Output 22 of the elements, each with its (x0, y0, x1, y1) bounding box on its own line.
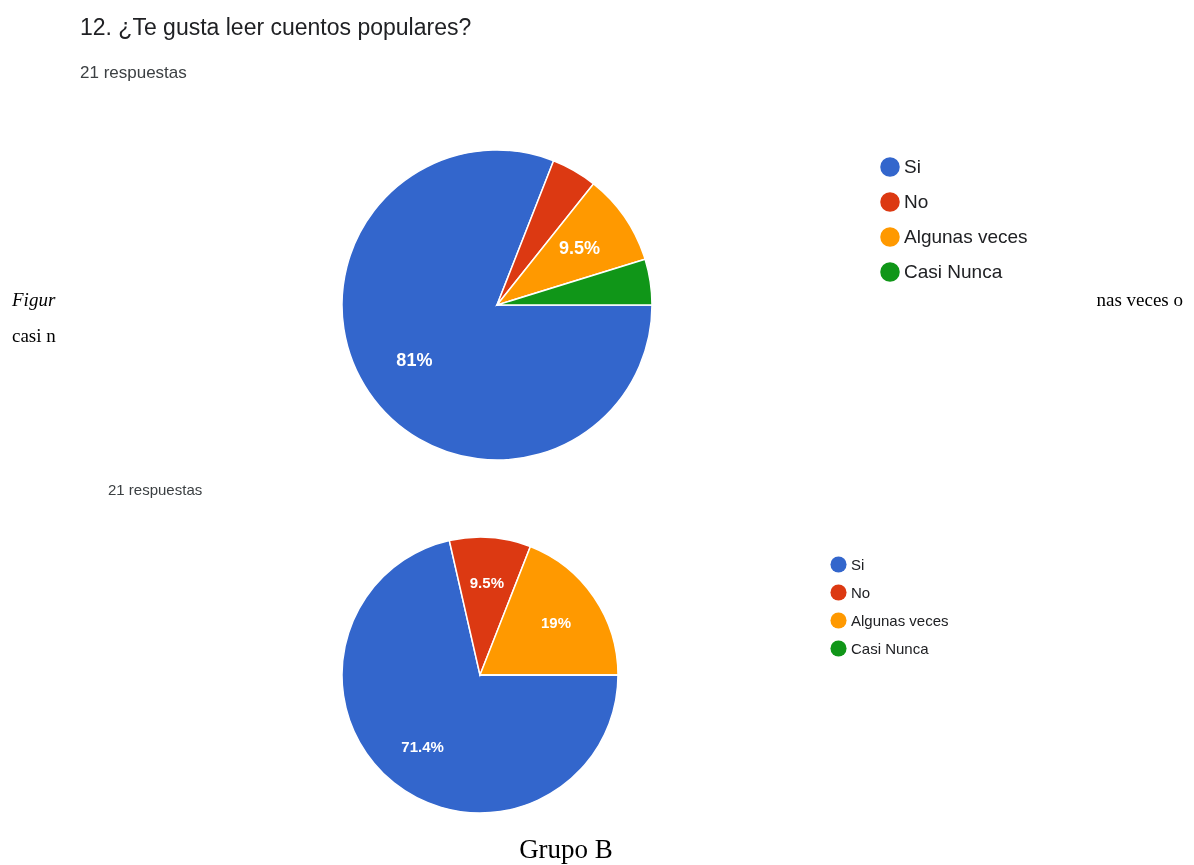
text: Figur (11, 289, 56, 310)
data-label: 9.5% (559, 237, 601, 258)
data-label: 81% (396, 350, 433, 371)
legend-label: Si (851, 555, 865, 573)
pie-slice (341, 149, 653, 461)
legend-label: No (851, 583, 871, 601)
pie-slice (341, 539, 619, 814)
legend-label: Casi Nunca (851, 639, 930, 657)
text: nas veces o (1096, 289, 1183, 310)
data-label: 71.4% (401, 737, 444, 755)
legend-label: Algunas veces (904, 226, 1028, 247)
legend-label: Si (904, 156, 921, 177)
text: casi n (12, 325, 57, 346)
data-label: 9.5% (469, 574, 504, 592)
legend-label: No (904, 191, 929, 212)
text: Grupo B (519, 834, 613, 864)
legend-label: Casi Nunca (904, 261, 1003, 282)
data-label: 19% (540, 614, 572, 632)
chart-title: 12. ¿Te gusta leer cuentos populares? (80, 14, 472, 40)
legend-label: Algunas veces (851, 611, 949, 629)
text: 21 respuestas (108, 481, 203, 498)
text: 21 respuestas (80, 63, 187, 82)
